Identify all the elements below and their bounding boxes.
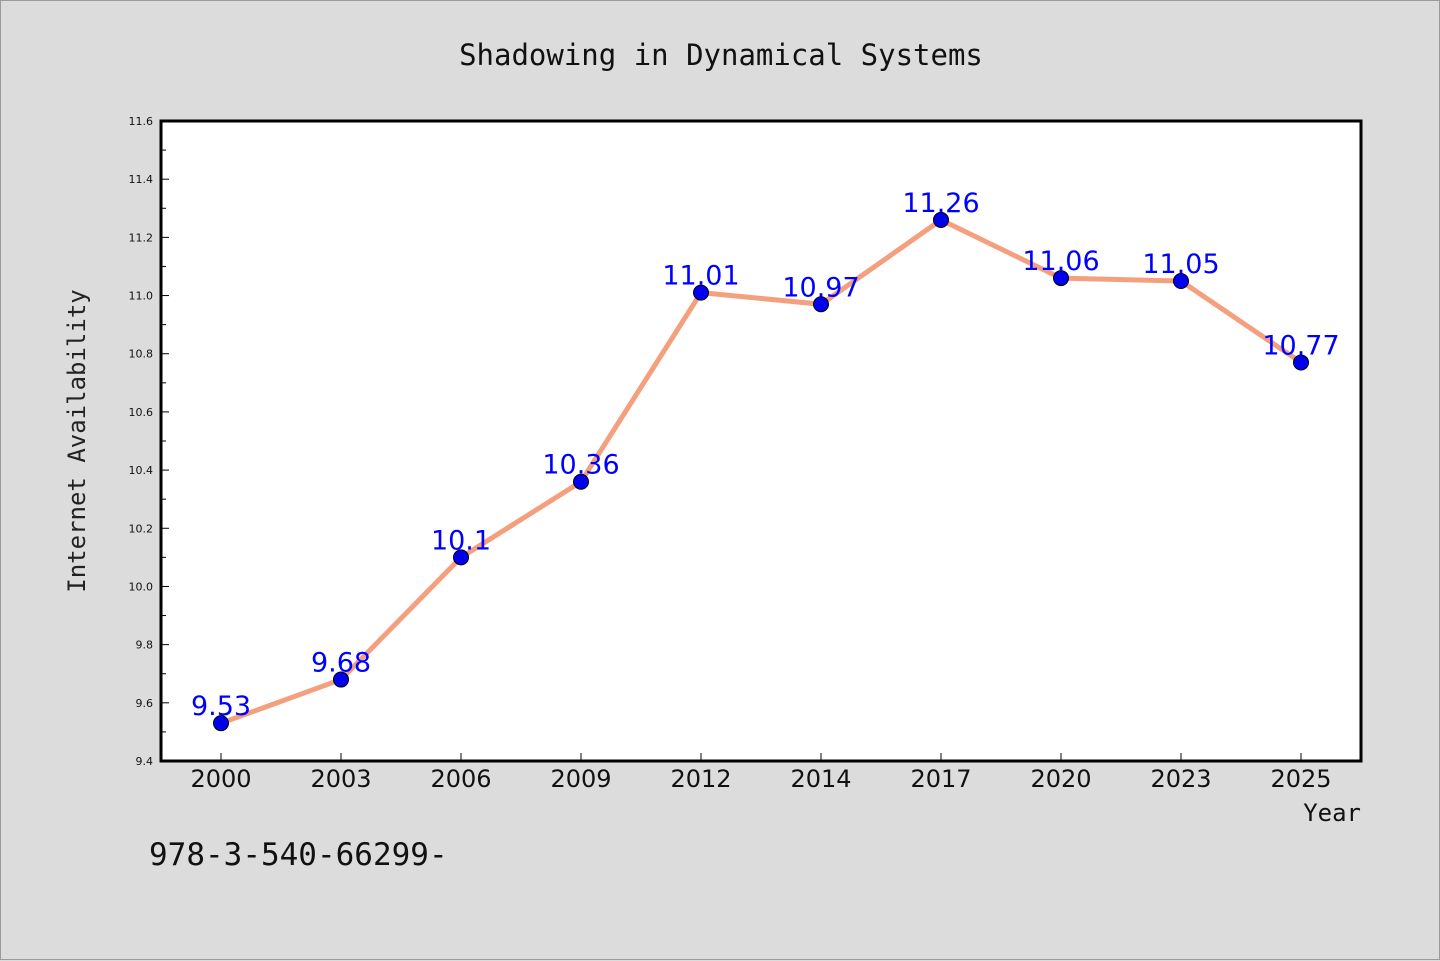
x-tick-label: 2009 bbox=[550, 765, 611, 793]
y-tick-label: 10.8 bbox=[129, 348, 154, 361]
footer-text: 978-3-540-66299- bbox=[149, 837, 448, 873]
y-tick-label: 11.2 bbox=[129, 231, 154, 244]
y-tick-label: 10.0 bbox=[129, 580, 154, 593]
y-tick-label: 11.6 bbox=[129, 115, 154, 128]
data-point bbox=[813, 296, 829, 313]
chart-title: Shadowing in Dynamical Systems bbox=[459, 38, 983, 72]
y-tick-label: 11.0 bbox=[129, 290, 154, 303]
x-tick-label: 2025 bbox=[1270, 765, 1331, 793]
x-tick-label: 2014 bbox=[790, 765, 851, 793]
x-tick-label: 2020 bbox=[1030, 765, 1091, 793]
x-axis-label: Year bbox=[1303, 799, 1361, 827]
y-tick-label: 9.6 bbox=[136, 697, 154, 710]
y-tick-label: 10.4 bbox=[129, 464, 154, 477]
y-tick-label: 9.4 bbox=[136, 755, 154, 768]
data-point bbox=[573, 473, 589, 490]
x-tick-label: 2012 bbox=[670, 765, 731, 793]
data-point bbox=[1293, 354, 1309, 371]
data-point bbox=[333, 671, 349, 688]
data-point bbox=[1053, 270, 1069, 287]
series-line bbox=[218, 217, 1304, 726]
x-axis-ticks: 2000 2003 2006 2009 2012 2014 2017 2020 2023 2025 bbox=[190, 753, 1332, 793]
y-axis-ticks: 9.4 9.6 9.8 10.0 10.2 10.4 10.6 10.8 11.0 11.2 11.… bbox=[129, 115, 169, 768]
x-tick-label: 2000 bbox=[190, 765, 251, 793]
data-point bbox=[693, 284, 709, 301]
plot-border bbox=[159, 119, 1363, 763]
y-axis-label: Internet Availability bbox=[63, 289, 91, 592]
data-point bbox=[933, 211, 949, 228]
y-tick-label: 11.4 bbox=[129, 173, 154, 186]
y-tick-label: 9.8 bbox=[136, 639, 154, 652]
x-tick-label: 2003 bbox=[310, 765, 371, 793]
x-tick-label: 2006 bbox=[430, 765, 491, 793]
plot-area bbox=[161, 121, 1361, 761]
y-tick-label: 10.6 bbox=[129, 406, 154, 419]
data-point bbox=[1173, 273, 1189, 289]
x-tick-label: 2017 bbox=[910, 765, 971, 793]
y-tick-label: 10.2 bbox=[129, 522, 154, 535]
x-tick-label: 2023 bbox=[1150, 765, 1211, 793]
data-point bbox=[213, 715, 229, 732]
data-point bbox=[453, 549, 469, 566]
